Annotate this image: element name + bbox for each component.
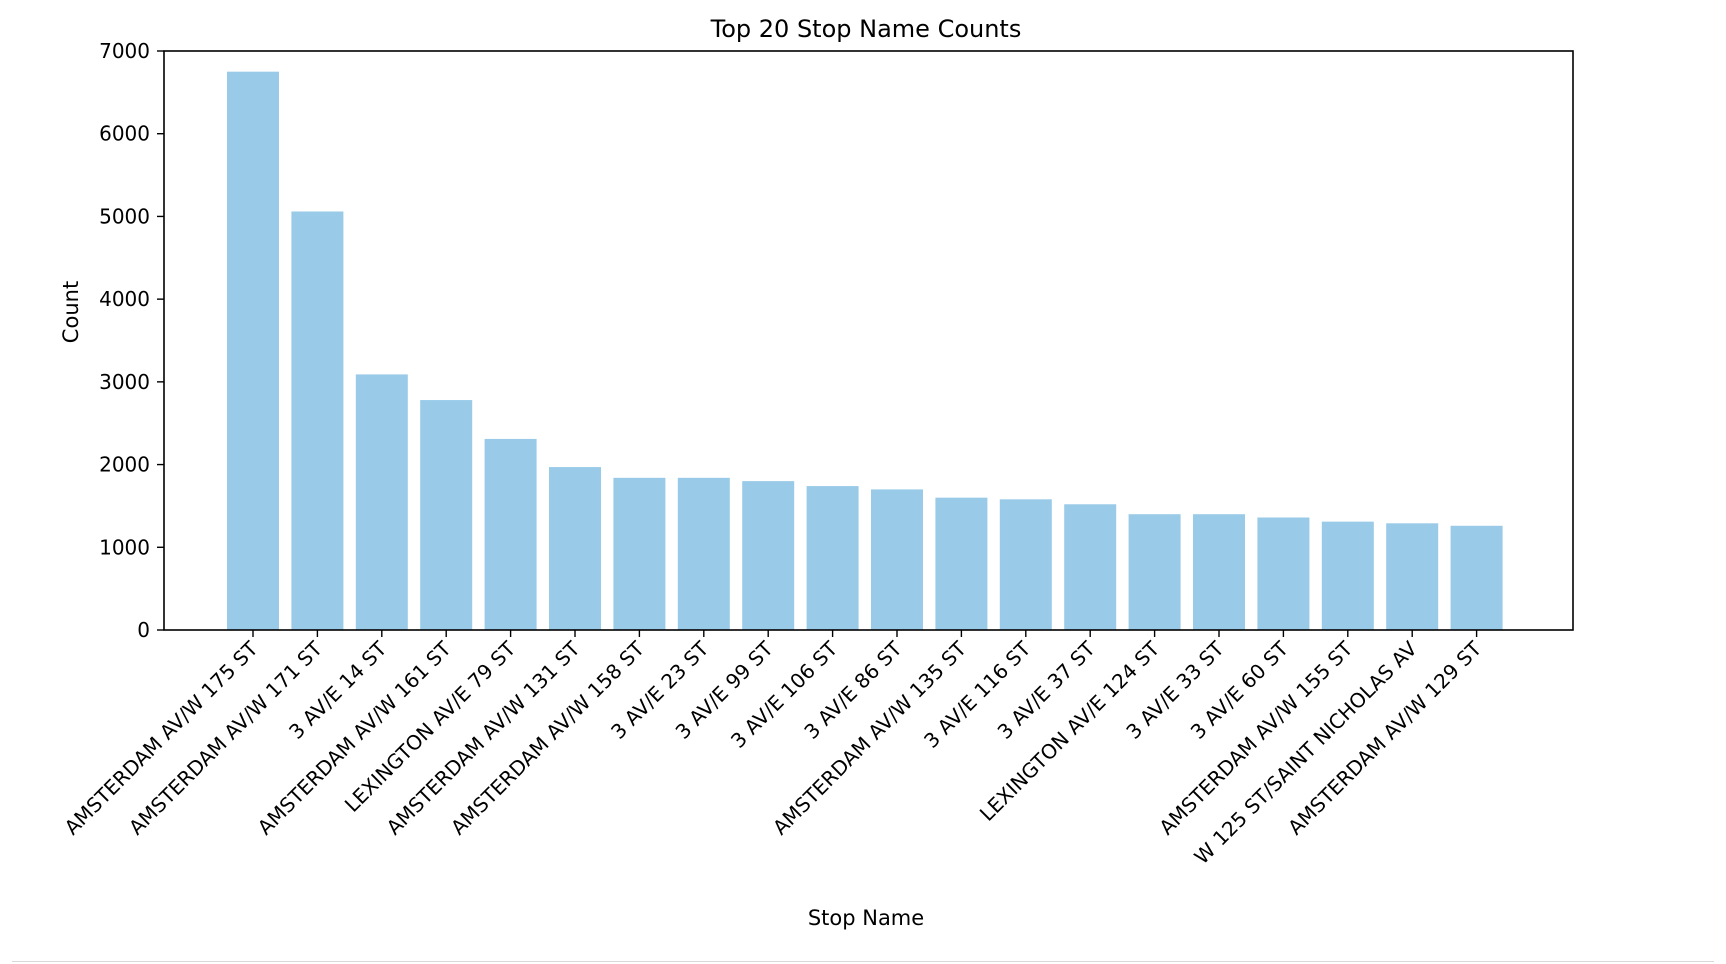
- bar: [613, 477, 666, 630]
- y-tick-label: 1000: [99, 535, 150, 559]
- bar: [742, 481, 795, 630]
- bar: [1321, 521, 1374, 630]
- y-tick-label: 3000: [99, 370, 150, 394]
- y-tick-label: 5000: [99, 204, 150, 228]
- bars-group: [227, 71, 1503, 631]
- bar: [1450, 525, 1503, 630]
- y-tick-label: 4000: [99, 287, 150, 311]
- bar: [420, 400, 473, 630]
- bar: [1064, 504, 1117, 630]
- bar: [227, 71, 279, 631]
- bar: [806, 486, 859, 630]
- y-tick-label: 0: [137, 618, 150, 642]
- bar: [677, 477, 730, 630]
- y-tick-label: 7000: [99, 39, 150, 63]
- plot-area-frame: [163, 50, 1574, 631]
- x-axis-label: Stop Name: [808, 906, 924, 930]
- bar: [1257, 517, 1310, 630]
- bottom-divider: [12, 961, 1714, 962]
- bar: [935, 497, 988, 630]
- bar: [291, 211, 344, 630]
- chart-title: Top 20 Stop Name Counts: [710, 15, 1022, 43]
- bar: [484, 438, 537, 630]
- bar: [1386, 523, 1439, 630]
- y-axis-label: Count: [59, 281, 83, 343]
- bar: [999, 499, 1052, 630]
- bar: [549, 467, 601, 630]
- bar: [871, 489, 923, 630]
- bar: [355, 374, 408, 630]
- y-tick-label: 2000: [99, 453, 150, 477]
- y-tick-label: 6000: [99, 122, 150, 146]
- bar: [1193, 514, 1245, 630]
- bar: [1128, 514, 1181, 630]
- y-axis-ticks: 0 1000 2000 3000 4000 5000 6000 7000: [99, 39, 164, 642]
